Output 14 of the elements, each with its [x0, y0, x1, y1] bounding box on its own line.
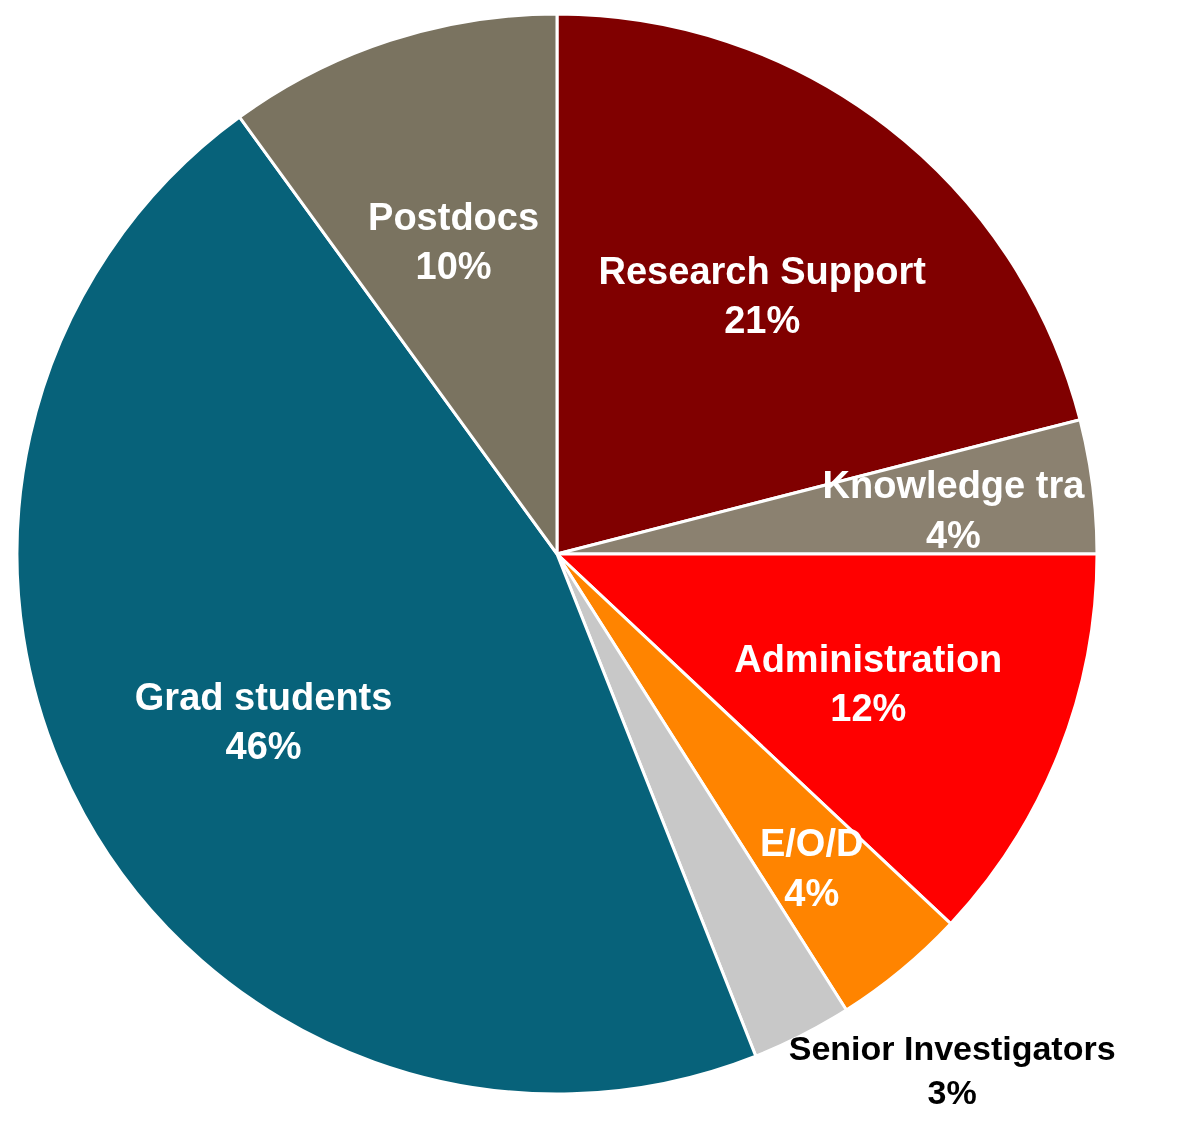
slice-label: Postdocs [368, 195, 540, 238]
slice-label: Senior Investigators [788, 1029, 1116, 1068]
slice-label: Administration [734, 637, 1003, 680]
data-label: 3% [927, 1073, 977, 1112]
data-label: 10% [415, 245, 492, 288]
slice-label: Grad students [134, 675, 393, 718]
data-label: 46% [225, 724, 302, 767]
data-label: 12% [830, 686, 907, 729]
slice-label: E/O/D [759, 822, 864, 865]
data-label: 4% [784, 871, 840, 914]
slice-label: Knowledge tra [822, 464, 1086, 507]
slice-label: Research Support [598, 249, 927, 292]
data-label: 21% [724, 299, 801, 342]
data-label: 4% [925, 513, 981, 556]
